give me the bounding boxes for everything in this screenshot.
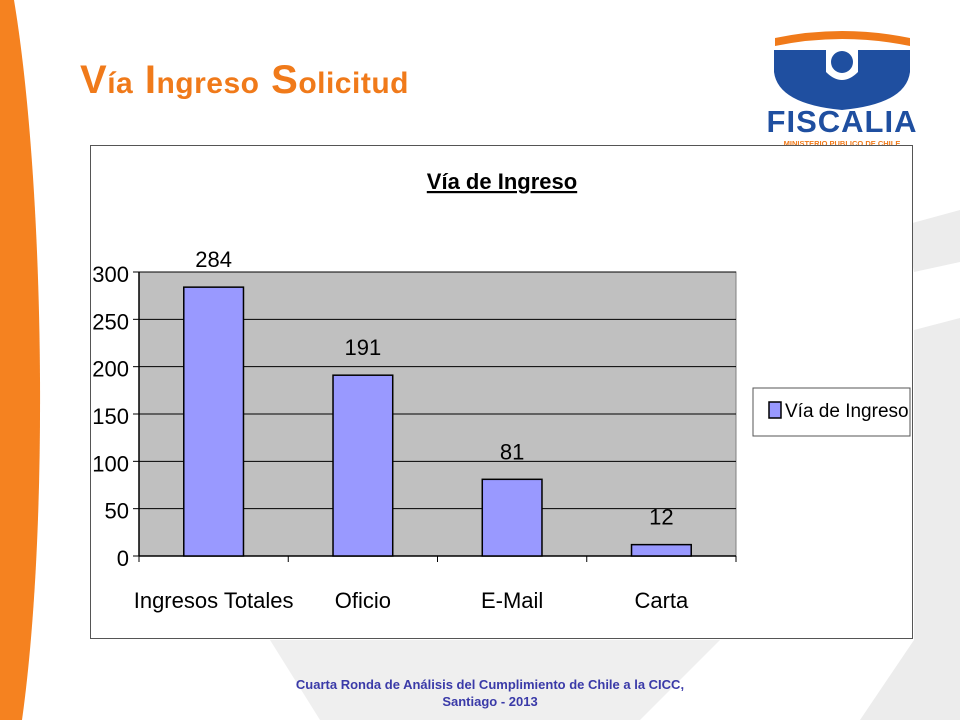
bar [332,374,394,557]
bar-chart: Vía de Ingreso 0 50 100 150 200 250 300 Ingres… [92,169,911,613]
data-label: 12 [649,505,673,530]
logo-orange-arc [775,31,910,46]
x-axis: Ingresos Totales Oficio E-Mail Carta [134,555,737,613]
bar [630,543,692,557]
y-tick-label: 150 [92,404,129,429]
legend-label: Vía de Ingreso [785,401,909,422]
chart-title: Vía de Ingreso [427,169,577,194]
fiscalia-logo: FISCALIA MINISTERIO PUBLICO DE CHILE [767,31,918,148]
y-tick-label: 300 [92,262,129,287]
data-label: 191 [345,335,382,360]
logo-shield-icon [774,50,910,110]
x-tick-label: E-Mail [481,588,543,613]
gray-swoosh-right [860,318,960,720]
legend: Vía de Ingreso [752,387,911,437]
y-tick-label: 100 [92,451,129,476]
footer-line-2: Santiago - 2013 [442,694,538,709]
bar [481,478,543,557]
y-tick-label: 200 [92,357,129,382]
gray-swoosh-top [905,210,960,272]
data-label: 81 [500,439,524,464]
y-tick-label: 50 [105,499,129,524]
data-labels: 284 191 81 12 [195,247,673,529]
bars [183,286,692,557]
slide-title: Vía Ingreso Solicitud [80,58,409,102]
logo-subtitle: MINISTERIO PUBLICO DE CHILE [784,139,901,148]
x-tick-label: Oficio [335,588,391,613]
legend-swatch [768,401,782,419]
y-tick-label: 0 [117,546,129,571]
gray-swoosh-bottom [270,640,720,720]
footer-line-1: Cuarta Ronda de Análisis del Cumplimient… [295,677,685,692]
y-tick-label: 250 [92,309,129,334]
bar [183,286,245,557]
data-label: 284 [195,247,232,272]
x-tick-label: Ingresos Totales [134,588,294,613]
chart-container: Vía de Ingreso 0 50 100 150 200 250 300 Ingres… [90,145,913,639]
footer: Cuarta Ronda de Análisis del Cumplimient… [250,676,730,710]
x-tick-label: Carta [634,588,689,613]
logo-name: FISCALIA [767,104,918,139]
y-axis: 0 50 100 150 200 250 300 [92,262,140,571]
orange-swoosh [0,0,41,720]
logo-head-icon [831,51,853,73]
